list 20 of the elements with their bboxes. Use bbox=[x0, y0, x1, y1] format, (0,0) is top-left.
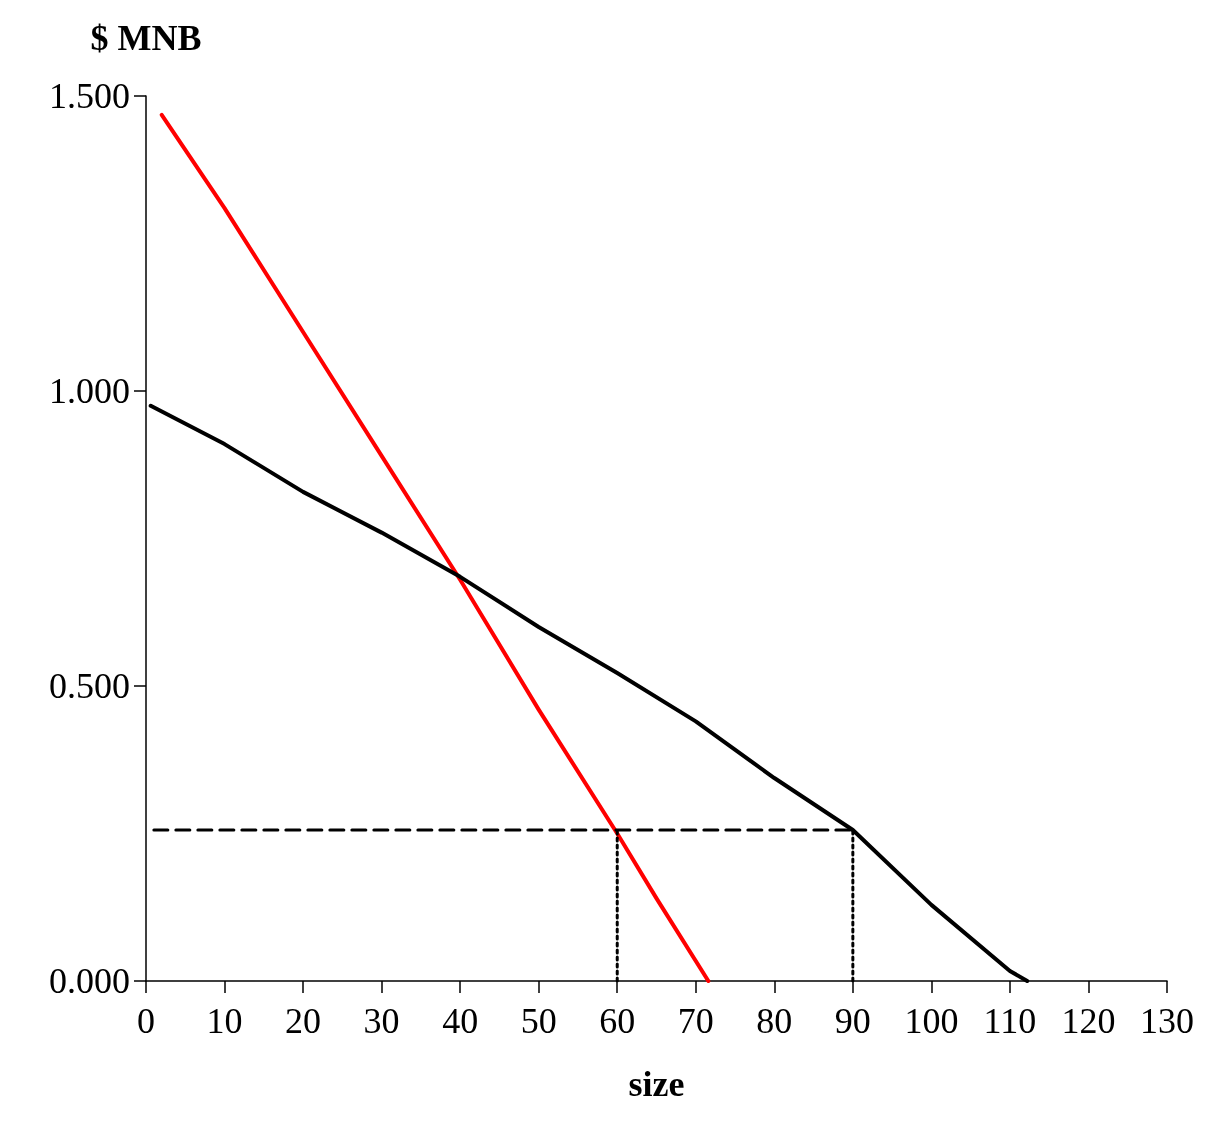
x-tick-label: 50 bbox=[520, 1001, 557, 1041]
x-tick-label: 70 bbox=[677, 1001, 714, 1041]
x-tick-label: 10 bbox=[206, 1001, 243, 1041]
y-axis-title: $ MNB bbox=[90, 18, 202, 58]
y-tick-label: 1.000 bbox=[49, 371, 130, 411]
x-tick-label: 30 bbox=[363, 1001, 400, 1041]
x-tick-label: 40 bbox=[442, 1001, 479, 1041]
y-tick-label: 0.000 bbox=[49, 961, 130, 1001]
x-tick-label: 110 bbox=[983, 1001, 1037, 1041]
x-tick-label: 120 bbox=[1061, 1001, 1116, 1041]
x-tick-label: 130 bbox=[1140, 1001, 1194, 1041]
x-tick-label: 60 bbox=[599, 1001, 636, 1041]
x-tick-label: 100 bbox=[904, 1001, 959, 1041]
x-axis-title: size bbox=[628, 1064, 685, 1104]
x-tick-label: 20 bbox=[285, 1001, 322, 1041]
y-tick-label: 1.500 bbox=[49, 76, 130, 116]
x-tick-label: 0 bbox=[137, 1001, 155, 1041]
y-tick-label: 0.500 bbox=[49, 666, 130, 706]
x-tick-label: 80 bbox=[756, 1001, 793, 1041]
x-tick-label: 90 bbox=[834, 1001, 871, 1041]
